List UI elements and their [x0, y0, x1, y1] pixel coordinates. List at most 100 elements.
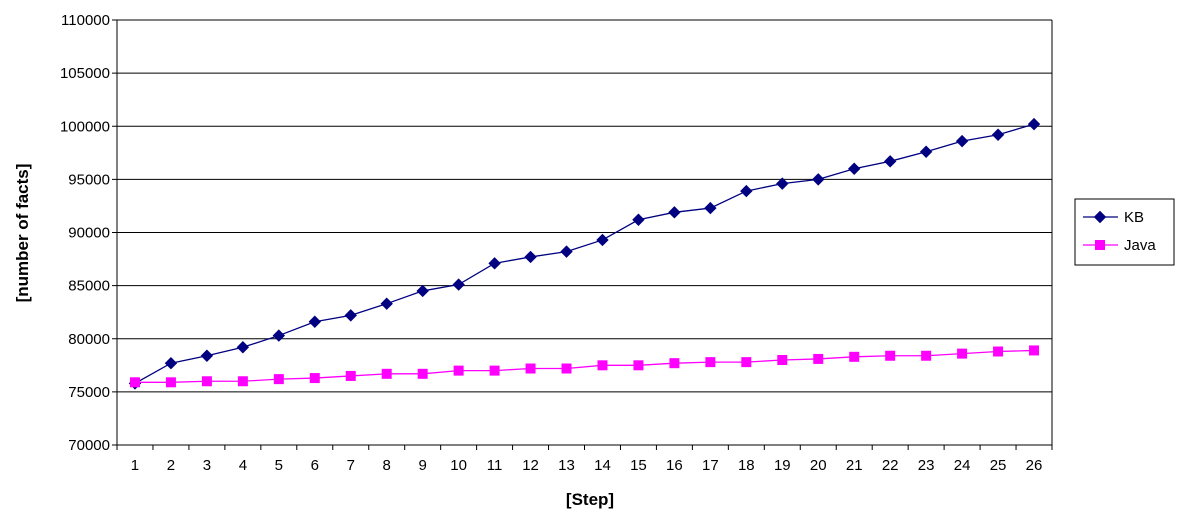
y-tick-label-110000: 110000	[61, 12, 110, 29]
y-tick-label-80000: 80000	[68, 331, 110, 348]
data-point-Java-24	[957, 348, 968, 359]
data-point-Java-3	[201, 376, 212, 387]
data-point-Java-1	[129, 377, 140, 388]
data-point-Java-20	[813, 353, 824, 364]
x-tick-label-15: 15	[630, 457, 647, 474]
y-axis-title: [number of facts]	[13, 164, 32, 303]
x-tick-label-8: 8	[383, 457, 391, 474]
data-point-KB-10	[452, 278, 465, 291]
tick-labels: 70000 75000 80000 85000 90000 95000 100000 1050…	[60, 12, 1042, 474]
data-point-Java-19	[777, 355, 788, 365]
legend-item-KB: KB	[1083, 209, 1144, 226]
data-point-Java-9	[417, 368, 428, 379]
gridlines	[117, 19, 1052, 393]
data-point-KB-22	[883, 155, 897, 168]
x-tick-label-2: 2	[167, 457, 175, 474]
data-point-Java-18	[741, 357, 752, 368]
x-tick-label-22: 22	[882, 457, 899, 474]
series-KB	[128, 117, 1041, 390]
x-tick-label-18: 18	[738, 457, 755, 474]
series-Java	[129, 345, 1040, 388]
data-point-Java-10	[453, 365, 464, 376]
y-tick-label-75000: 75000	[68, 384, 110, 401]
data-point-Java-26	[1029, 345, 1040, 356]
x-tick-label-23: 23	[918, 457, 935, 474]
legend-label-KB: KB	[1124, 209, 1144, 226]
data-point-Java-11	[489, 365, 500, 376]
x-tick-label-4: 4	[239, 457, 247, 474]
x-tick-label-10: 10	[450, 457, 467, 474]
data-point-Java-12	[525, 363, 536, 374]
data-point-Java-5	[273, 374, 284, 385]
series-line-KB	[134, 123, 1035, 384]
data-point-Java-14	[597, 360, 608, 371]
x-tick-label-9: 9	[419, 457, 427, 474]
data-point-Java-2	[165, 377, 176, 388]
y-tick-label-105000: 105000	[60, 65, 110, 82]
y-tick-label-70000: 70000	[68, 437, 110, 454]
x-axis-title: [Step]	[566, 490, 614, 509]
data-point-KB-16	[668, 206, 681, 219]
legend-item-Java: Java	[1083, 237, 1156, 254]
y-tick-label-95000: 95000	[68, 171, 110, 188]
data-point-KB-2	[164, 356, 178, 370]
data-point-Java-15	[633, 360, 644, 371]
data-point-KB-24	[955, 134, 969, 148]
x-tick-label-3: 3	[203, 457, 211, 474]
data-point-KB-26	[1027, 117, 1041, 131]
legend-label-Java: Java	[1124, 237, 1156, 254]
x-tick-label-25: 25	[990, 457, 1007, 474]
x-tick-label-5: 5	[275, 457, 283, 474]
data-point-KB-25	[991, 128, 1005, 141]
data-point-KB-9	[416, 284, 429, 298]
x-tick-label-26: 26	[1026, 457, 1043, 474]
legend: KB Java	[1074, 198, 1175, 266]
x-tick-label-1: 1	[131, 457, 139, 474]
data-point-KB-3	[200, 349, 214, 362]
data-point-KB-19	[776, 177, 789, 190]
x-tick-label-7: 7	[347, 457, 355, 474]
x-tick-label-6: 6	[311, 457, 319, 474]
data-point-KB-11	[488, 257, 501, 270]
y-tick-label-85000: 85000	[68, 278, 110, 295]
axes	[112, 19, 1053, 450]
data-point-Java-16	[669, 358, 680, 369]
x-tick-label-16: 16	[666, 457, 683, 474]
x-tick-label-12: 12	[522, 457, 539, 474]
data-point-KB-21	[848, 162, 861, 175]
legend-marker-KB	[1093, 210, 1107, 224]
x-tick-label-11: 11	[487, 457, 503, 474]
x-tick-label-19: 19	[774, 457, 791, 474]
x-tick-label-17: 17	[702, 457, 719, 474]
data-point-KB-18	[740, 184, 753, 198]
data-point-KB-13	[560, 245, 573, 258]
data-point-Java-6	[309, 373, 320, 384]
x-tick-label-20: 20	[810, 457, 827, 474]
x-tick-label-24: 24	[954, 457, 971, 474]
series-line-Java	[134, 349, 1035, 383]
data-point-KB-14	[596, 233, 609, 247]
data-point-Java-17	[705, 357, 716, 368]
data-point-Java-21	[849, 351, 860, 362]
data-point-KB-5	[272, 329, 286, 342]
data-point-KB-12	[524, 250, 537, 264]
data-point-Java-23	[921, 350, 932, 361]
data-point-KB-20	[812, 173, 825, 186]
data-point-KB-17	[704, 201, 717, 215]
data-point-Java-25	[993, 346, 1004, 357]
data-point-KB-4	[236, 341, 250, 354]
data-point-KB-6	[308, 315, 321, 328]
x-tick-label-14: 14	[594, 457, 611, 474]
data-point-KB-23	[919, 145, 933, 158]
y-tick-label-100000: 100000	[60, 118, 110, 135]
legend-box	[1074, 198, 1175, 266]
data-point-Java-7	[345, 370, 356, 381]
data-point-Java-8	[381, 368, 392, 379]
data-point-KB-7	[344, 309, 357, 322]
legend-marker-Java	[1095, 240, 1105, 250]
data-point-Java-4	[237, 376, 248, 387]
data-point-KB-8	[380, 297, 393, 310]
x-tick-label-13: 13	[558, 457, 575, 474]
data-point-KB-15	[632, 213, 645, 226]
